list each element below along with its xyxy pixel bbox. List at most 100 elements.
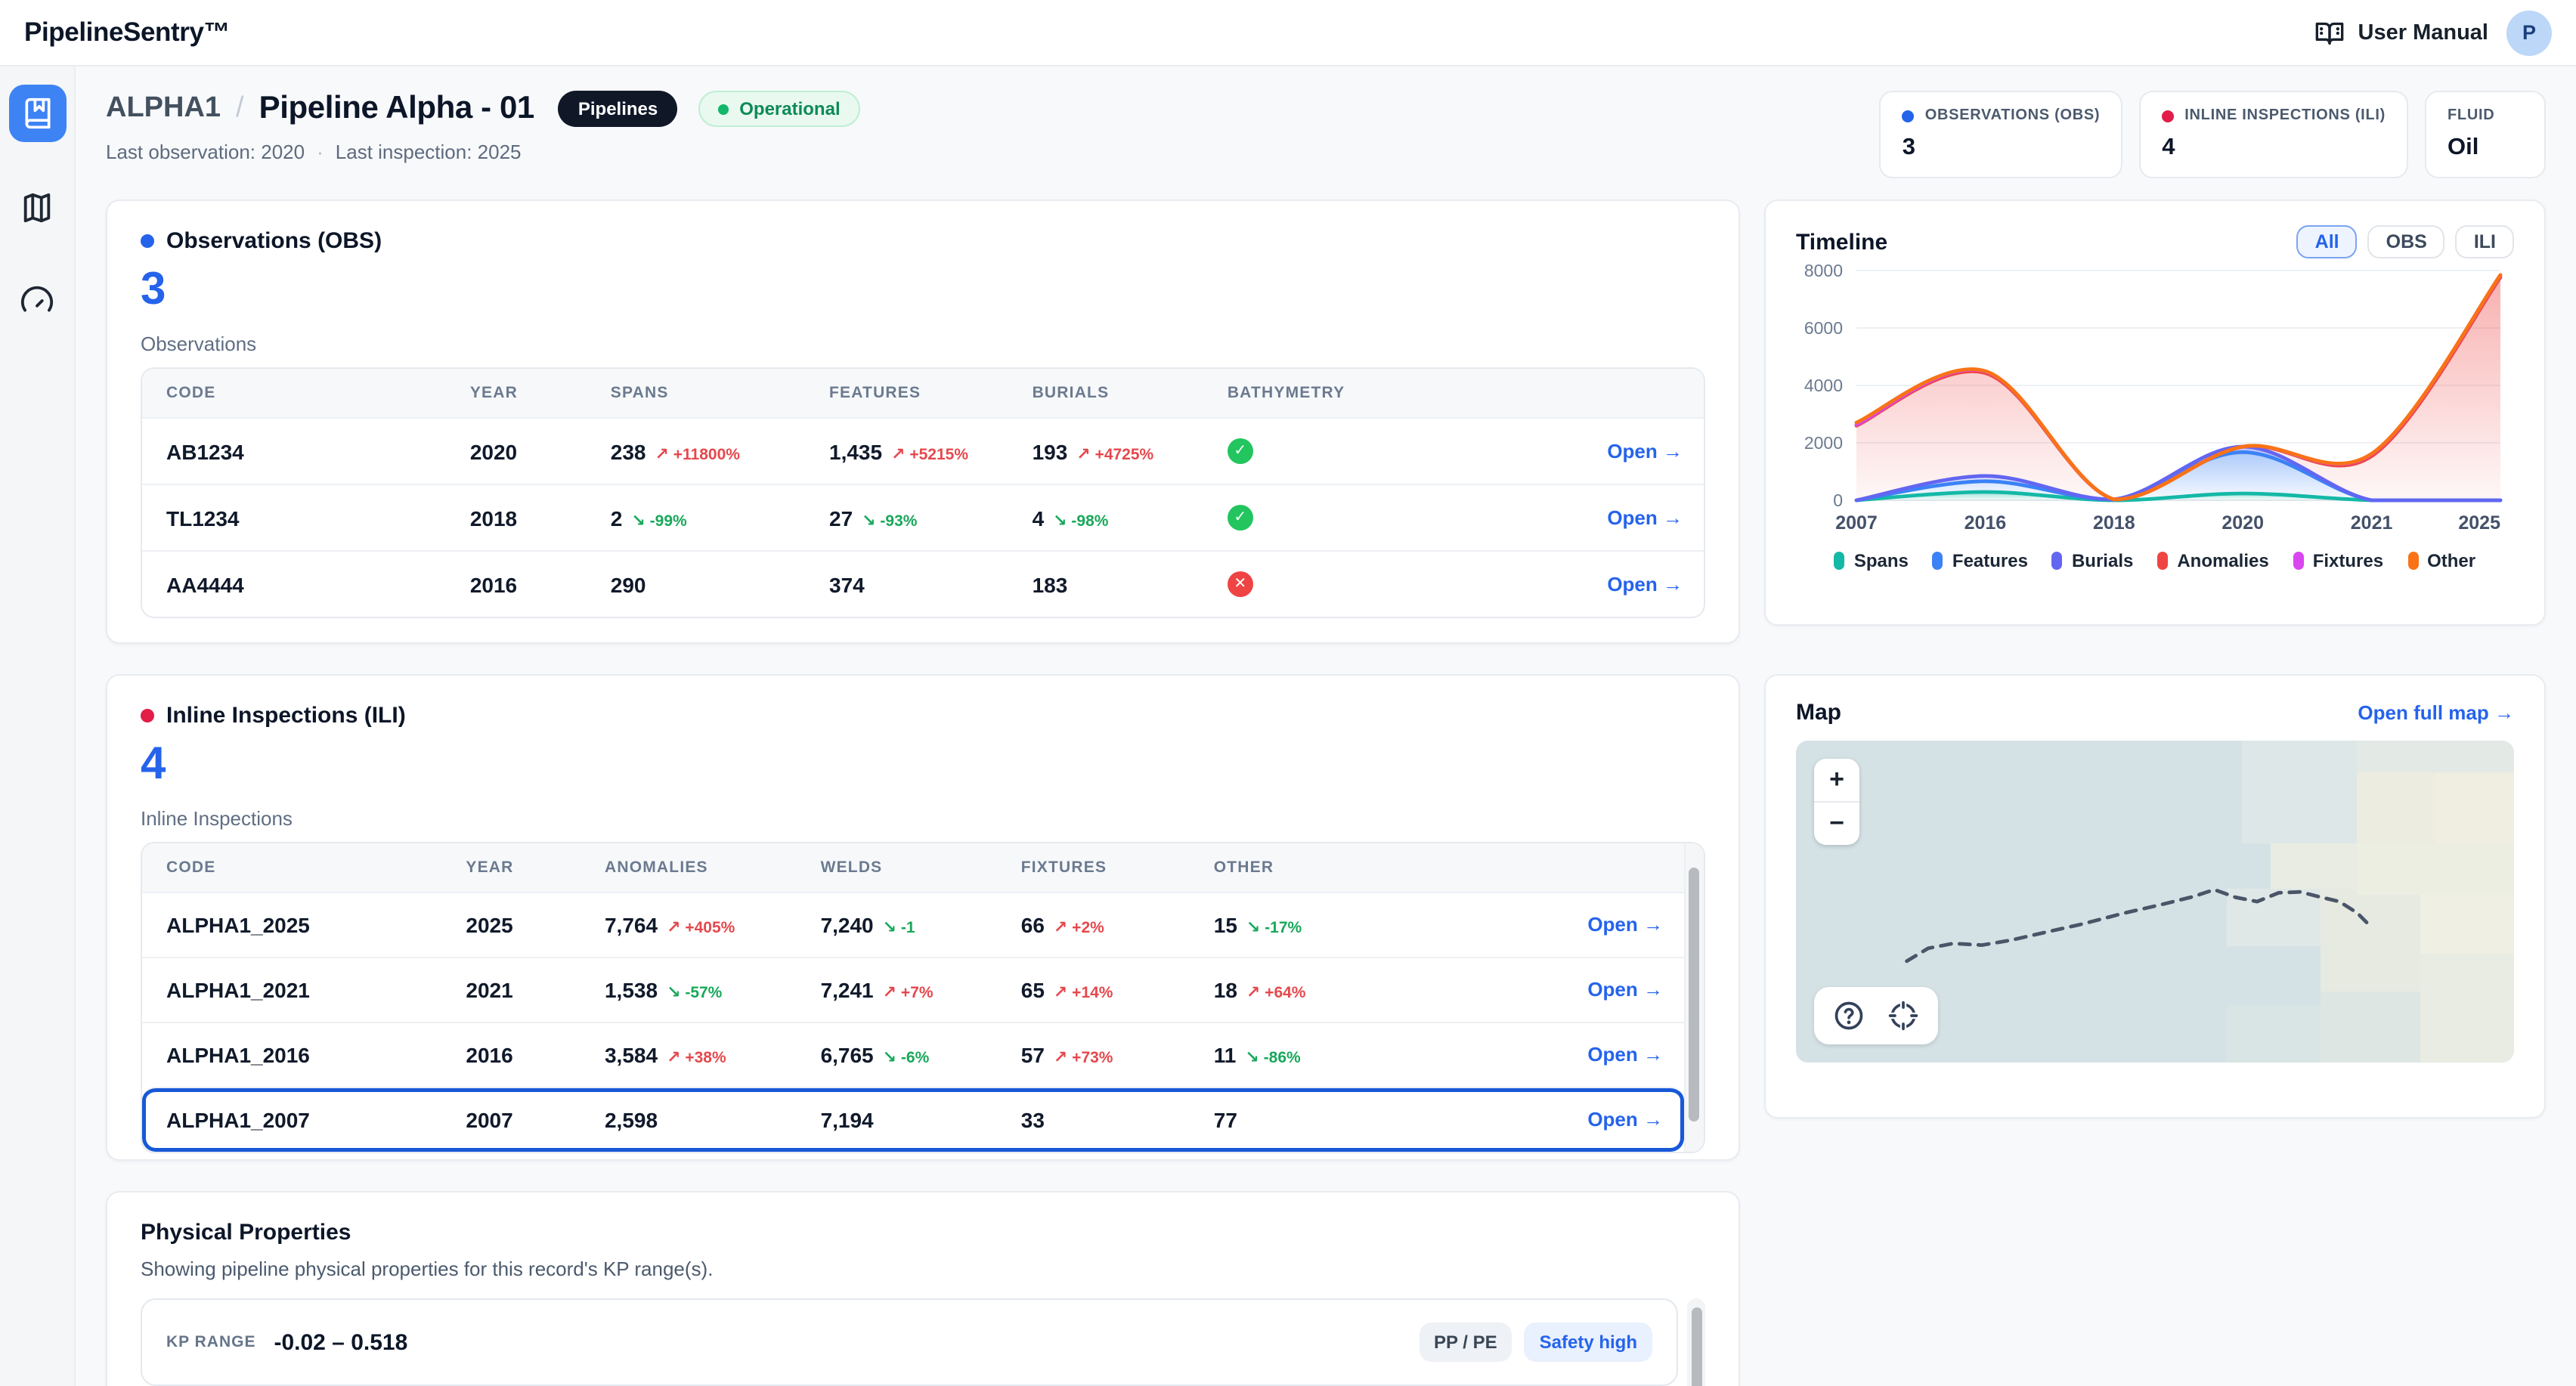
open-link[interactable]: Open → <box>1607 439 1683 462</box>
status-dot-icon <box>718 104 729 114</box>
map-tile <box>2356 772 2435 844</box>
row-metric: 7,194 <box>820 1108 874 1132</box>
map-bottom-controls <box>1814 987 1938 1044</box>
legend-item-burials[interactable]: Burials <box>2051 550 2133 571</box>
stat-dot-icon <box>1902 110 1915 122</box>
ili-dot-icon <box>141 709 154 722</box>
obs-subtitle: Observations <box>141 333 257 355</box>
trend-indicator: ↘ -57% <box>667 984 723 1002</box>
physical-scrollbar[interactable] <box>1687 1298 1705 1386</box>
timeline-card: Timeline All OBS ILI 0 2000 4000 6000 8000 2007… <box>1764 200 2546 626</box>
legend-swatch <box>1834 552 1845 570</box>
table-header-row: CODE YEAR ANOMALIES WELDS FIXTURES OTHER <box>142 843 1684 892</box>
svg-text:4000: 4000 <box>1804 376 1843 395</box>
trend-indicator: ↘ -86% <box>1245 1049 1301 1067</box>
svg-text:2018: 2018 <box>2093 512 2135 534</box>
row-metric: 238 ↗ +11800% <box>610 439 740 463</box>
pipelines-badge[interactable]: Pipelines <box>558 91 678 127</box>
physical-list: KP RANGE -0.02 – 0.518 PP / PE Safety hig… <box>141 1298 1705 1386</box>
row-year: 2016 <box>466 1043 513 1067</box>
open-link[interactable]: Open → <box>1607 506 1683 528</box>
row-code: TL1234 <box>166 506 240 530</box>
legend-swatch <box>2157 552 2169 570</box>
legend-swatch <box>1932 552 1943 570</box>
table-row[interactable]: TL1234 2018 2 ↘ -99% 27 ↘ -93% 4 ↘ -98% ✓ Open → <box>142 484 1704 550</box>
timeline-legend: Spans Features Burials Anomalies Fixtures Oth… <box>1796 550 2514 571</box>
column-header: YEAR <box>469 384 518 402</box>
map-tile <box>2356 843 2514 896</box>
legend-swatch <box>2293 552 2304 570</box>
map-tile <box>2420 953 2514 1063</box>
inline-inspections-table: CODE YEAR ANOMALIES WELDS FIXTURES OTHER ALPHA… <box>141 842 1705 1153</box>
trend-indicator: ↘ -93% <box>862 512 918 530</box>
sidebar-item-map[interactable] <box>8 178 66 236</box>
trend-indicator: ↗ +7% <box>882 984 933 1002</box>
open-link[interactable]: Open → <box>1587 913 1663 936</box>
help-icon[interactable] <box>1832 999 1865 1032</box>
avatar[interactable]: P <box>2506 10 2552 55</box>
trend-indicator: ↘ -17% <box>1246 919 1302 937</box>
open-link[interactable]: Open → <box>1587 1108 1663 1131</box>
legend-item-other[interactable]: Other <box>2407 550 2475 571</box>
trend-indicator: ↘ -1 <box>882 919 915 937</box>
open-link[interactable]: Open → <box>1607 572 1683 595</box>
row-metric: 33 <box>1020 1108 1045 1132</box>
stat-card: INLINE INSPECTIONS (ILI) 4 <box>2139 91 2408 178</box>
sidebar-item-dashboard[interactable] <box>8 272 66 329</box>
open-link[interactable]: Open → <box>1587 1043 1663 1066</box>
zoom-out-button[interactable]: − <box>1829 809 1844 837</box>
table-scrollbar[interactable] <box>1684 843 1704 1152</box>
timeline-filter-group: All OBS ILI <box>2296 225 2514 258</box>
legend-item-fixtures[interactable]: Fixtures <box>2293 550 2383 571</box>
legend-item-anomalies[interactable]: Anomalies <box>2157 550 2269 571</box>
scrollbar-thumb[interactable] <box>1691 1307 1701 1386</box>
column-header: BATHYMETRY <box>1227 384 1345 402</box>
table-row[interactable]: ALPHA1_2007 2007 2,598 7,194 33 77 Open → <box>142 1087 1684 1152</box>
table-row[interactable]: AA4444 2016 290 374 183 ✕ Open → <box>142 550 1704 617</box>
column-header: CODE <box>166 859 216 877</box>
row-metric: 7,241 ↗ +7% <box>820 978 933 1002</box>
table-row[interactable]: ALPHA1_2025 2025 7,764 ↗ +405% 7,240 ↘ -1 66 ↗ … <box>142 892 1684 957</box>
obs-count: 3 <box>141 265 166 314</box>
table-row[interactable]: AB1234 2020 238 ↗ +11800% 1,435 ↗ +5215% 193 ↗ … <box>142 417 1704 484</box>
locate-icon[interactable] <box>1887 999 1920 1032</box>
open-full-map-link[interactable]: Open full map → <box>2358 701 2514 724</box>
legend-item-features[interactable]: Features <box>1932 550 2028 571</box>
obs-dot-icon <box>141 234 154 248</box>
breadcrumb-code[interactable]: ALPHA1 <box>106 92 221 124</box>
zoom-in-button[interactable]: + <box>1829 765 1844 794</box>
ili-count: 4 <box>141 739 166 789</box>
trend-indicator: ↘ -6% <box>882 1049 930 1067</box>
map-zoom-control: + − <box>1814 759 1859 845</box>
map-canvas[interactable]: + − <box>1796 741 2514 1063</box>
row-metric: 3,584 ↗ +38% <box>604 1043 726 1067</box>
stat-value: Oil <box>2448 135 2479 160</box>
inline-inspections-card: Inline Inspections (ILI) 4 Inline Inspec… <box>106 674 1740 1161</box>
legend-item-spans[interactable]: Spans <box>1834 550 1909 571</box>
svg-text:8000: 8000 <box>1804 261 1843 280</box>
sidebar-item-records[interactable] <box>8 85 66 142</box>
trend-indicator: ↗ +4725% <box>1076 445 1154 463</box>
table-row[interactable]: ALPHA1_2021 2021 1,538 ↘ -57% 7,241 ↗ +7% 65 ↗ … <box>142 957 1684 1022</box>
trend-indicator: ↗ +2% <box>1053 919 1104 937</box>
open-link[interactable]: Open → <box>1587 978 1663 1001</box>
user-manual-link[interactable]: User Manual <box>2314 17 2488 48</box>
kp-range-value: -0.02 – 0.518 <box>274 1329 408 1355</box>
row-year: 2020 <box>469 439 518 463</box>
timeline-filter-obs[interactable]: OBS <box>2367 225 2445 258</box>
trend-indicator: ↗ +5215% <box>891 445 969 463</box>
map-title: Map <box>1796 700 1841 725</box>
timeline-filter-ili[interactable]: ILI <box>2455 225 2514 258</box>
stat-card: FLUID Oil <box>2425 91 2546 178</box>
last-inspection: Last inspection: 2025 <box>335 141 522 163</box>
breadcrumb-separator: / <box>236 92 244 124</box>
row-code: AA4444 <box>166 572 244 596</box>
scrollbar-thumb[interactable] <box>1689 868 1699 1121</box>
stat-value: 4 <box>2162 135 2175 160</box>
timeline-filter-all[interactable]: All <box>2296 225 2358 258</box>
row-code: AB1234 <box>166 439 244 463</box>
row-metric: 4 ↘ -98% <box>1032 506 1109 530</box>
check-circle-icon: ✓ <box>1227 505 1253 531</box>
table-row[interactable]: ALPHA1_2016 2016 3,584 ↗ +38% 6,765 ↘ -6% 57 ↗ … <box>142 1022 1684 1087</box>
